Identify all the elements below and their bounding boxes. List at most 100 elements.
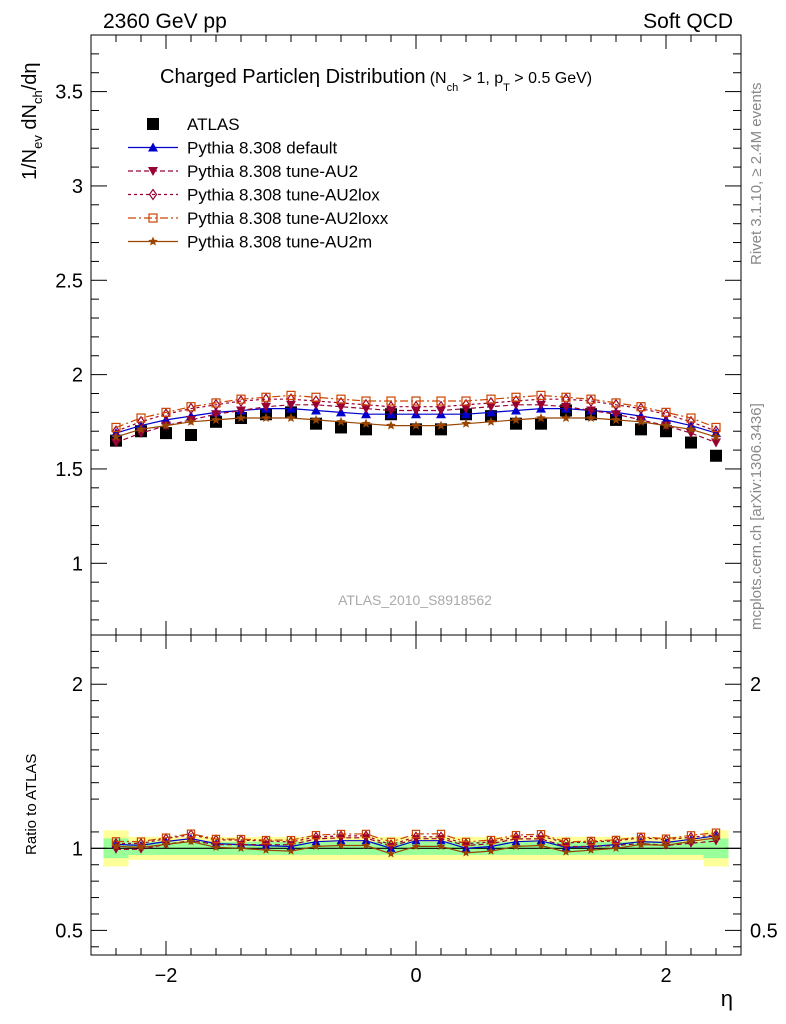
mc-point bbox=[486, 407, 496, 417]
legend-marker bbox=[148, 188, 158, 201]
ratio-point bbox=[111, 845, 121, 854]
mc-point bbox=[461, 418, 471, 428]
bottom-panel-axes: 0.5 1 2 0.5 2 −2 0 2 bbox=[55, 634, 778, 987]
mc-point bbox=[711, 422, 721, 433]
mc-point bbox=[111, 438, 121, 448]
x-tick-label: −2 bbox=[155, 965, 178, 987]
plot-title: Charged Particleη Distribution (Nch > 1, … bbox=[160, 66, 592, 94]
mc-point bbox=[236, 413, 246, 423]
mc-point bbox=[486, 396, 496, 409]
mc-point bbox=[336, 407, 346, 417]
mc-point bbox=[386, 420, 396, 430]
mc-point bbox=[536, 393, 546, 406]
ratio-point bbox=[361, 829, 371, 839]
legend-label: Pythia 8.308 tune-AU2lox bbox=[187, 186, 380, 205]
legend-marker bbox=[148, 142, 158, 152]
ratio-point bbox=[711, 837, 721, 846]
mc-point bbox=[311, 394, 321, 408]
panel-frame bbox=[90, 634, 742, 956]
ratio-point bbox=[211, 834, 221, 844]
ratio-point bbox=[286, 846, 296, 855]
mc-point bbox=[361, 418, 371, 428]
ratio-point bbox=[411, 841, 421, 851]
mc-point bbox=[286, 390, 296, 400]
mc-point bbox=[186, 416, 196, 426]
mc-point bbox=[611, 410, 621, 420]
data-point bbox=[410, 423, 422, 436]
ratio-point bbox=[436, 829, 446, 839]
legend-label: Pythia 8.308 tune-AU2m bbox=[187, 233, 372, 252]
mc-point bbox=[236, 406, 246, 416]
ratio-point bbox=[336, 840, 346, 850]
legend-marker bbox=[147, 118, 159, 130]
mc-point bbox=[111, 431, 121, 441]
y-tick-label: 3 bbox=[72, 176, 83, 198]
data-point bbox=[435, 423, 447, 436]
legend-label: Pythia 8.308 default bbox=[187, 139, 338, 158]
data-point bbox=[710, 449, 722, 462]
y-tick-label: 2 bbox=[72, 674, 83, 696]
header-category: Soft QCD bbox=[643, 10, 733, 33]
legend-marker bbox=[148, 167, 158, 176]
y-tick-label-right: 0.5 bbox=[750, 920, 778, 942]
mc-point bbox=[486, 416, 496, 426]
mc-point bbox=[511, 394, 521, 408]
y-tick-label: 1 bbox=[72, 553, 83, 575]
mc-point bbox=[261, 402, 271, 412]
data-point bbox=[185, 429, 197, 441]
mc-point bbox=[261, 392, 271, 402]
ratio-point bbox=[586, 836, 596, 846]
ratio-point bbox=[561, 847, 571, 856]
x-axis-label: η bbox=[721, 986, 733, 1011]
mc-point bbox=[161, 420, 171, 430]
mc-point bbox=[686, 429, 696, 439]
ratio-point bbox=[711, 833, 721, 842]
legend-label: ATLAS bbox=[187, 115, 240, 134]
y-tick-label: 3.5 bbox=[55, 82, 83, 104]
mc-point bbox=[336, 394, 346, 404]
mc-point bbox=[411, 396, 421, 406]
ratio-point bbox=[487, 836, 495, 848]
ratio-point bbox=[211, 842, 221, 852]
ratio-point bbox=[361, 840, 371, 850]
mc-point bbox=[286, 400, 296, 410]
mc-point bbox=[461, 409, 471, 419]
ratio-point bbox=[236, 834, 246, 844]
y-tick-label: 1.5 bbox=[55, 459, 83, 481]
mc-point bbox=[561, 413, 571, 423]
ratio-point bbox=[287, 836, 295, 848]
ratio-point bbox=[336, 829, 346, 839]
legend-marker bbox=[148, 213, 158, 223]
mc-point bbox=[461, 398, 471, 411]
data-point bbox=[160, 427, 172, 440]
ratio-point bbox=[611, 835, 621, 845]
mc-point bbox=[286, 393, 296, 406]
side-mcplots-info: mcplots.cern.ch [arXiv:1306.3436] bbox=[748, 403, 765, 630]
mc-point bbox=[336, 396, 346, 409]
ratio-point bbox=[286, 835, 296, 845]
y-tick-label: 2 bbox=[72, 365, 83, 387]
mc-point bbox=[511, 392, 521, 402]
mc-point bbox=[586, 413, 596, 423]
mc-point bbox=[211, 414, 221, 424]
mc-point bbox=[636, 416, 646, 426]
mc-point bbox=[486, 394, 496, 404]
mc-point bbox=[361, 396, 371, 406]
ratio-point bbox=[362, 830, 370, 842]
mc-point bbox=[586, 406, 596, 416]
mc-point bbox=[136, 429, 146, 439]
ratio-point bbox=[686, 836, 696, 845]
data-point bbox=[535, 417, 547, 430]
mc-point bbox=[536, 390, 546, 400]
mc-point bbox=[361, 409, 371, 419]
ratio-series-line bbox=[115, 832, 717, 843]
mc-point bbox=[511, 414, 521, 424]
ratio-point bbox=[386, 849, 396, 858]
ratio-point bbox=[136, 842, 146, 852]
ratio-point bbox=[536, 841, 546, 850]
y-axis-label-bottom: Ratio to ATLAS bbox=[23, 754, 40, 855]
mc-point bbox=[561, 402, 571, 412]
mc-point bbox=[336, 416, 346, 426]
ratio-point bbox=[111, 841, 121, 850]
